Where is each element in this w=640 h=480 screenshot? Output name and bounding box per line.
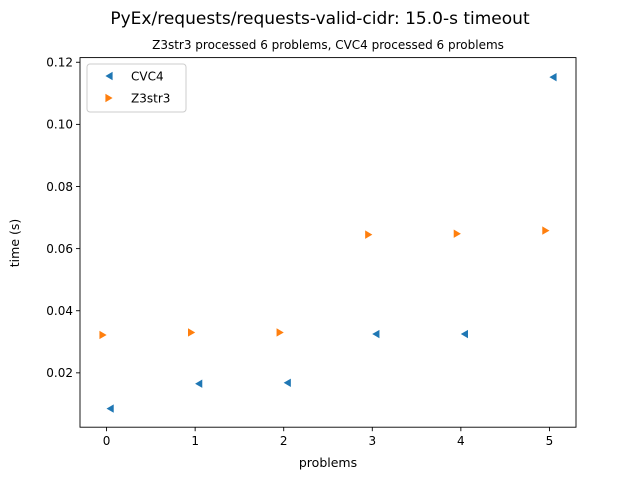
- legend-marker-cvc4: [105, 71, 113, 81]
- legend: CVC4 Z3str3: [86, 63, 187, 113]
- y-axis-label: time (s): [7, 219, 22, 267]
- cvc4-point: [195, 379, 203, 388]
- z3str3-point: [453, 229, 461, 238]
- x-tick-label: 4: [457, 434, 465, 448]
- chart-title: PyEx/requests/requests-valid-cidr: 15.0-…: [110, 9, 530, 29]
- y-tick-label: 0.06: [46, 242, 73, 256]
- data-points: [99, 72, 557, 413]
- x-tick-label: 3: [368, 434, 376, 448]
- z3str3-point: [99, 330, 107, 340]
- cvc4-point: [283, 378, 291, 387]
- x-tick-label: 0: [103, 434, 111, 448]
- x-tick-label: 2: [280, 434, 288, 448]
- plot-frame: [79, 57, 577, 428]
- y-tick-label: 0.12: [46, 56, 73, 70]
- chart-subtitle: Z3str3 processed 6 problems, CVC4 proces…: [152, 38, 504, 52]
- z3str3-point: [365, 230, 373, 239]
- x-tick-label: 5: [546, 434, 554, 448]
- y-tick-label: 0.10: [46, 118, 73, 132]
- cvc4-point: [460, 329, 468, 339]
- x-axis-label: problems: [299, 455, 357, 470]
- z3str3-point: [276, 328, 284, 337]
- axis-ticks: 0 1 2 3 4 5 0.02 0.04 0.06 0.08 0.10 0.12: [46, 56, 553, 449]
- legend-marker-z3str3: [105, 93, 113, 103]
- cvc4-point: [549, 72, 557, 82]
- cvc4-point: [372, 329, 380, 339]
- legend-label-cvc4: CVC4: [131, 69, 164, 83]
- z3str3-point: [542, 226, 550, 235]
- y-tick-label: 0.08: [46, 180, 73, 194]
- y-tick-label: 0.04: [46, 304, 73, 318]
- legend-label-z3str3: Z3str3: [131, 91, 170, 105]
- x-tick-label: 1: [191, 434, 199, 448]
- cvc4-point: [106, 404, 114, 413]
- y-tick-label: 0.02: [46, 366, 73, 380]
- z3str3-point: [188, 328, 196, 337]
